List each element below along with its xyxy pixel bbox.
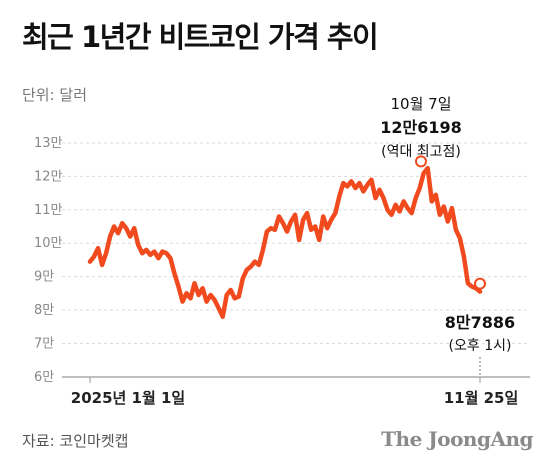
chart-title: 최근 1년간 비트코인 가격 추이: [22, 20, 379, 54]
y-tick-label: 10만: [34, 236, 63, 251]
peak-date-label: 10월 7일: [391, 95, 452, 113]
brand-logo: The JoongAng: [381, 427, 533, 451]
peak-value-label: 12만6198: [380, 118, 462, 137]
x-tick-label-end: 11월 25일: [444, 389, 519, 407]
y-tick-label: 6만: [34, 370, 54, 385]
unit-label: 단위: 달러: [22, 86, 88, 104]
y-axis-ticks: 13만 12만 11만 10만 9만 8만 7만 6만: [34, 136, 63, 385]
source-label: 자료: 코인마켓캡: [22, 432, 129, 450]
series: [87, 165, 483, 319]
current-value-label: 8만7886: [445, 313, 515, 332]
y-tick-label: 8만: [34, 303, 54, 318]
y-tick-label: 7만: [34, 336, 54, 351]
grid: [62, 142, 530, 344]
x-tick-label-start: 2025년 1월 1일: [71, 389, 185, 407]
y-tick-label: 13만: [34, 136, 63, 151]
y-tick-label: 9만: [34, 270, 54, 285]
price-line: [87, 165, 483, 319]
x-axis-ticks: 2025년 1월 1일 11월 25일: [71, 377, 519, 407]
current-note-label: (오후 1시): [449, 338, 512, 354]
peak-marker: [415, 155, 427, 168]
current-marker: [474, 277, 486, 290]
y-tick-label: 11만: [34, 203, 63, 218]
y-tick-label: 12만: [34, 169, 63, 184]
peak-note-label: (역대 최고점): [381, 144, 461, 160]
